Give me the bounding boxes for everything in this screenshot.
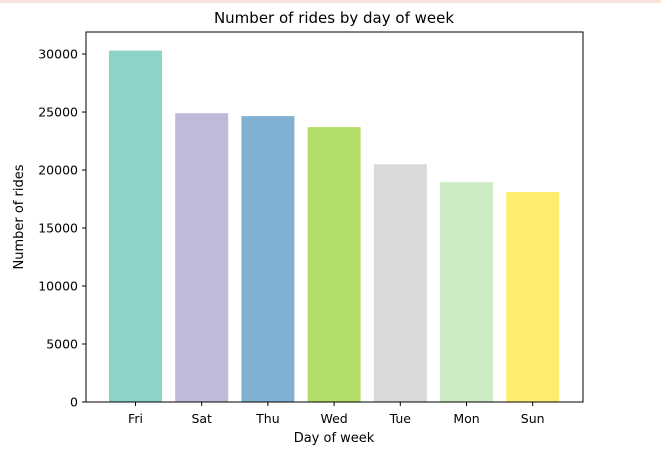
x-axis-label: Day of week <box>294 431 375 446</box>
y-axis-label: Number of rides <box>12 164 27 269</box>
y-tick-label: 5000 <box>46 337 78 352</box>
x-tick-label: Wed <box>320 411 347 426</box>
y-tick-label: 30000 <box>38 47 78 62</box>
bar-sun <box>506 192 560 402</box>
bar-sat <box>175 113 229 402</box>
x-axis-ticks: Fri Sat Thu Wed Tue Mon Sun <box>128 402 545 426</box>
bars-group <box>109 50 560 403</box>
bar-thu <box>241 116 295 402</box>
top-border <box>0 0 661 3</box>
y-tick-label: 10000 <box>38 279 78 294</box>
chart-title: Number of rides by day of week <box>214 9 454 27</box>
bar-tue <box>373 164 427 402</box>
bar-wed <box>307 127 361 403</box>
x-tick-label: Tue <box>389 411 412 426</box>
x-tick-label: Sun <box>521 411 545 426</box>
x-tick-label: Mon <box>453 411 479 426</box>
x-tick-label: Thu <box>255 411 279 426</box>
y-tick-label: 0 <box>70 395 78 410</box>
y-tick-label: 25000 <box>38 105 78 120</box>
y-tick-label: 20000 <box>38 163 78 178</box>
bar-fri <box>109 50 162 403</box>
y-axis-ticks: 0 5000 10000 15000 20000 25000 30000 <box>38 47 86 410</box>
x-tick-label: Sat <box>191 411 212 426</box>
y-tick-label: 15000 <box>38 221 78 236</box>
bar-mon <box>440 182 493 402</box>
x-tick-label: Fri <box>128 411 143 426</box>
